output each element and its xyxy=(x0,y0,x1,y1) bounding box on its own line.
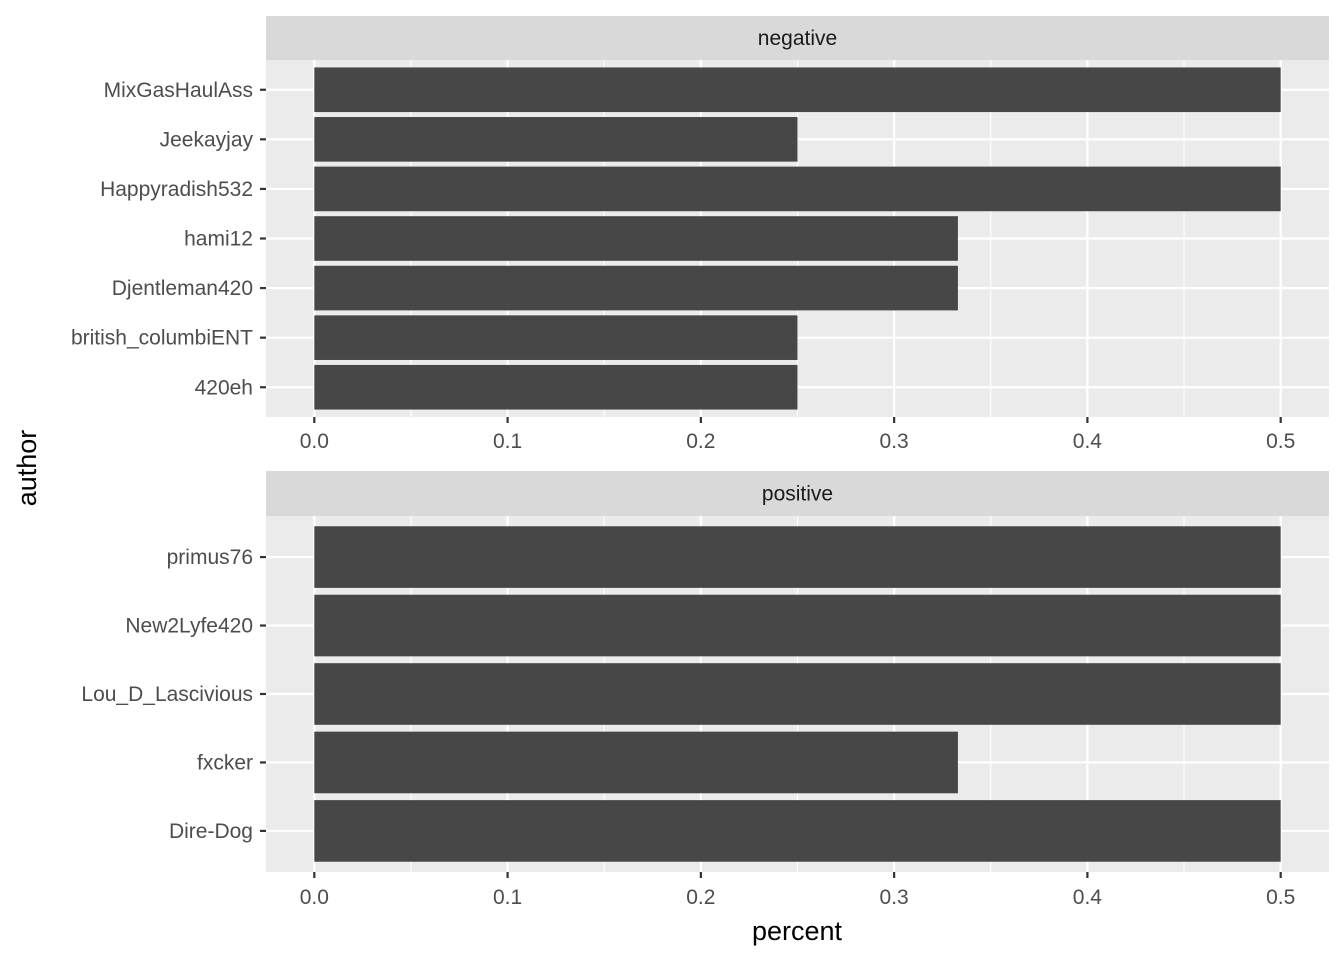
bar-Dire-Dog xyxy=(314,800,1281,862)
x-tick-label: 0.2 xyxy=(686,886,715,909)
facet-negative: negative 0.0 0.1 0.2 0.3 0.4 0.5 MixGasHaulAss J… xyxy=(71,16,1329,453)
bar-New2Lyfe420 xyxy=(314,594,1281,657)
bar-hami12 xyxy=(314,216,958,261)
y-tick-label: MixGasHaulAss xyxy=(104,79,253,102)
x-tick-label: 0.5 xyxy=(1266,430,1295,453)
facet-strip xyxy=(266,471,1329,516)
x-tick-label: 0.3 xyxy=(880,430,909,453)
bar-Jeekayjay xyxy=(314,117,798,162)
bar-primus76 xyxy=(314,526,1281,588)
x-tick-label: 0.2 xyxy=(686,430,715,453)
facet-positive: positive 0.0 0.1 0.2 0.3 0.4 0.5 primus76 New2Ly… xyxy=(81,471,1329,909)
y-tick-label: Lou_D_Lascivious xyxy=(81,683,253,706)
bar-Djentleman420 xyxy=(314,265,958,311)
facet-strip-label: negative xyxy=(758,27,837,50)
x-tick-label: 0.3 xyxy=(880,886,909,909)
bar-fxcker xyxy=(314,731,958,794)
bar-420eh xyxy=(314,364,798,410)
y-tick-label: fxcker xyxy=(197,751,253,774)
facet-panels: negative 0.0 0.1 0.2 0.3 0.4 0.5 MixGasHaulAss J… xyxy=(71,16,1329,909)
bar-Lou_D_Lascivious xyxy=(314,663,1281,725)
facet-strip-label: positive xyxy=(762,483,833,506)
y-tick-label: New2Lyfe420 xyxy=(125,615,253,638)
facet-strip xyxy=(266,16,1329,60)
y-tick-label: hami12 xyxy=(184,228,253,251)
bar-british_columbiENT xyxy=(314,315,798,360)
y-axis-title: author xyxy=(12,430,42,507)
y-tick-label: british_columbiENT xyxy=(71,327,253,350)
x-axis-title: percent xyxy=(752,916,843,946)
x-tick-label: 0.0 xyxy=(300,430,329,453)
y-tick-label: Djentleman420 xyxy=(112,277,253,300)
x-tick-label: 0.0 xyxy=(300,886,329,909)
x-tick-label: 0.4 xyxy=(1073,886,1103,909)
x-tick-label: 0.5 xyxy=(1266,886,1295,909)
x-tick-label: 0.4 xyxy=(1073,430,1103,453)
y-tick-label: Happyradish532 xyxy=(100,178,253,201)
y-tick-label: 420eh xyxy=(195,376,253,399)
y-tick-label: primus76 xyxy=(167,546,253,569)
y-tick-label: Jeekayjay xyxy=(160,128,254,151)
x-tick-label: 0.1 xyxy=(493,430,522,453)
bar-MixGasHaulAss xyxy=(314,67,1281,113)
x-tick-label: 0.1 xyxy=(493,886,522,909)
y-tick-label: Dire-Dog xyxy=(169,820,253,843)
bar-Happyradish532 xyxy=(314,166,1281,212)
